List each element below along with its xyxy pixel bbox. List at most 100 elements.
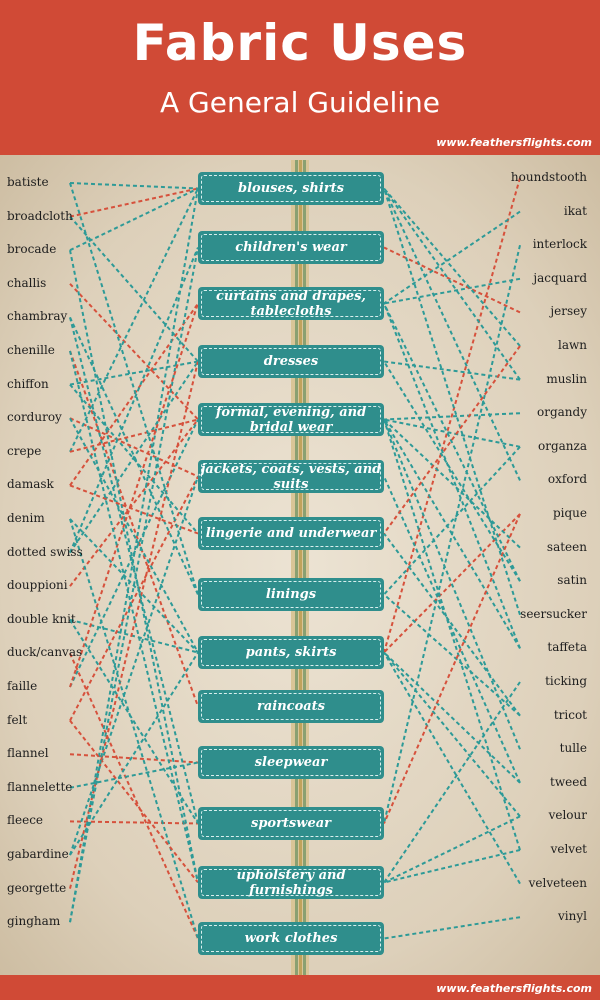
- connector-line: [383, 419, 521, 851]
- connector-line: [383, 815, 521, 884]
- use-category-box: pants, skirts: [198, 636, 384, 669]
- connector-line: [69, 360, 199, 554]
- fabric-right-item: oxford: [547, 472, 587, 487]
- connector-line: [383, 277, 521, 305]
- connector-line: [69, 350, 199, 883]
- use-category-label: curtains and drapes, tablecloths: [216, 288, 366, 319]
- fabric-left-item: chenille: [7, 343, 55, 357]
- fabric-left-item: crepe: [7, 443, 42, 458]
- fabric-left-item: fleece: [7, 813, 44, 828]
- fabric-right-item: tricot: [553, 707, 587, 722]
- fabric-left-item: dotted swiss: [7, 544, 83, 559]
- use-category-box: sleepwear: [198, 746, 384, 779]
- fabric-left-item: faille: [7, 679, 38, 693]
- connector-line: [69, 418, 199, 453]
- fabric-right-item: satin: [557, 573, 587, 588]
- connector-line: [69, 247, 199, 923]
- connector-line: [383, 513, 521, 654]
- connector-line: [69, 383, 199, 535]
- connector-line: [383, 210, 521, 305]
- connector-line: [383, 651, 521, 885]
- site-url-bottom[interactable]: www.feathersflights.com: [436, 982, 592, 995]
- connector-line: [69, 182, 199, 190]
- fabric-left-item: broadcloth: [7, 208, 73, 223]
- connector-line: [383, 513, 521, 824]
- connector-line: [383, 188, 521, 481]
- fabric-right-item: organdy: [537, 405, 587, 420]
- fabric-left-item: gabardine: [7, 847, 69, 861]
- connector-line: [383, 651, 521, 818]
- fabric-right-item: sateen: [546, 539, 587, 554]
- use-category-label: pants, skirts: [245, 645, 337, 660]
- fabric-left-item: batiste: [7, 175, 49, 189]
- connector-line: [383, 593, 521, 717]
- fabric-right-item: pique: [552, 506, 587, 520]
- connector-line: [69, 753, 199, 764]
- connector-line: [383, 849, 521, 884]
- fabric-right-item: jacquard: [533, 270, 587, 285]
- use-category-label: linings: [265, 587, 317, 602]
- use-category-box: blouses, shirts: [198, 172, 384, 205]
- connector-line: [69, 250, 199, 883]
- use-category-box: lingerie and underwear: [198, 517, 384, 550]
- connector-line: [383, 681, 521, 884]
- connector-line: [69, 316, 199, 595]
- use-category-box: jackets, coats, vests, and suits: [198, 460, 384, 493]
- connector-line: [383, 187, 521, 347]
- fabric-right-item: ticking: [545, 674, 587, 688]
- connector-line: [69, 476, 199, 722]
- connector-line: [69, 761, 199, 789]
- fabric-left-item: chambray: [7, 309, 68, 324]
- use-category-box: formal, evening, and bridal wear: [198, 403, 384, 436]
- fabric-left-item: chiffon: [7, 376, 49, 391]
- connector-line: [69, 719, 199, 884]
- connector-line: [69, 651, 199, 856]
- fabric-left-item: felt: [7, 712, 28, 727]
- connector-line: [383, 418, 521, 448]
- fabric-left-item: georgette: [7, 880, 67, 895]
- connector-line: [69, 182, 199, 595]
- page-title: Fabric Uses: [132, 14, 468, 72]
- use-category-box: sportswear: [198, 807, 384, 840]
- fabric-left-item: challis: [7, 275, 47, 290]
- fabric-right-item: interlock: [532, 237, 587, 252]
- connector-line: [69, 652, 199, 939]
- fabric-left-item: double knit: [7, 611, 76, 626]
- connector-line: [69, 350, 199, 707]
- connector-line: [383, 418, 521, 549]
- connector-line: [69, 303, 199, 688]
- fabric-left-item: damask: [7, 477, 54, 492]
- use-category-label: sleepwear: [254, 755, 328, 770]
- fabric-left-item: gingham: [7, 914, 61, 929]
- fabric-left-item: denim: [7, 511, 45, 525]
- fabric-left-item: duck/canvas: [7, 645, 83, 660]
- fabric-left-item: brocade: [7, 242, 57, 257]
- fabric-left-item: douppioni: [7, 578, 68, 593]
- connector-line: [383, 412, 521, 421]
- connector-line: [69, 417, 199, 653]
- connector-line: [69, 417, 199, 478]
- use-category-box: curtains and drapes, tablecloths: [198, 287, 384, 320]
- connector-line: [69, 188, 199, 923]
- use-category-label: lingerie and underwear: [205, 526, 377, 541]
- connector-line: [69, 187, 199, 252]
- connector-line: [69, 215, 199, 363]
- fabric-right-item: seersucker: [520, 606, 587, 621]
- fabric-right-item: vinyl: [558, 909, 587, 924]
- fabric-right-item: houndstooth: [510, 170, 587, 184]
- connector-line: [383, 188, 521, 616]
- use-category-label: children's wear: [235, 240, 347, 255]
- use-category-box: raincoats: [198, 690, 384, 723]
- connector-line: [69, 619, 199, 825]
- use-category-label: blouses, shirts: [238, 181, 344, 196]
- connector-line: [383, 177, 521, 653]
- use-category-label: raincoats: [257, 699, 325, 714]
- connector-line: [383, 345, 521, 535]
- site-url-top[interactable]: www.feathersflights.com: [436, 136, 592, 149]
- connector-line: [383, 246, 521, 314]
- connector-line: [383, 360, 521, 381]
- use-category-box: linings: [198, 578, 384, 611]
- fabric-right-item: velvet: [550, 842, 587, 856]
- connector-line: [383, 418, 521, 649]
